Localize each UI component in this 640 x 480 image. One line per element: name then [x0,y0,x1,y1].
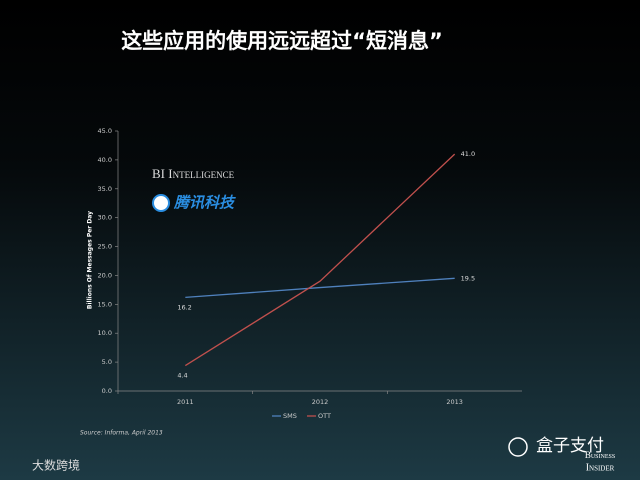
chart-title: 这些应用的使用远远超过“短消息” [121,29,443,53]
x-tick-label: 2012 [312,398,329,406]
y-tick-label: 20.0 [98,271,112,279]
legend-label: OTT [318,412,331,420]
bi-logo: BI Intelligence [152,166,235,181]
y-tick-label: 40.0 [98,156,112,164]
bi-brand: Insider [586,462,615,473]
y-axis-title: Billions Of Messages Per Day [87,211,94,309]
y-tick-label: 45.0 [98,127,112,135]
bi-brand: Business [585,450,615,460]
data-label: 19.5 [461,274,475,282]
tencent-logo: 腾讯科技 [173,194,236,212]
source: Source: Informa, April 2013 [80,430,163,437]
wechat-name: 盒子支付 [536,436,604,456]
x-tick-label: 2013 [446,398,463,406]
tencent-icon [152,194,170,212]
wechat-icon [508,437,528,457]
series-line [184,153,456,367]
y-tick-label: 5.0 [102,358,112,366]
y-tick-label: 30.0 [98,214,112,222]
data-label: 41.0 [461,150,475,158]
series-line [185,277,455,299]
legend-label: SMS [283,412,297,420]
data-label: 16.2 [177,303,191,311]
data-label: 4.4 [177,372,187,380]
y-tick-label: 35.0 [98,185,112,193]
y-tick-label: 25.0 [98,243,112,251]
y-tick-label: 10.0 [98,329,112,337]
y-tick-label: 15.0 [98,300,112,308]
x-tick-label: 2011 [177,398,194,406]
y-tick-label: 0.0 [102,387,112,395]
corner-logo: 大数跨境 [32,458,80,473]
